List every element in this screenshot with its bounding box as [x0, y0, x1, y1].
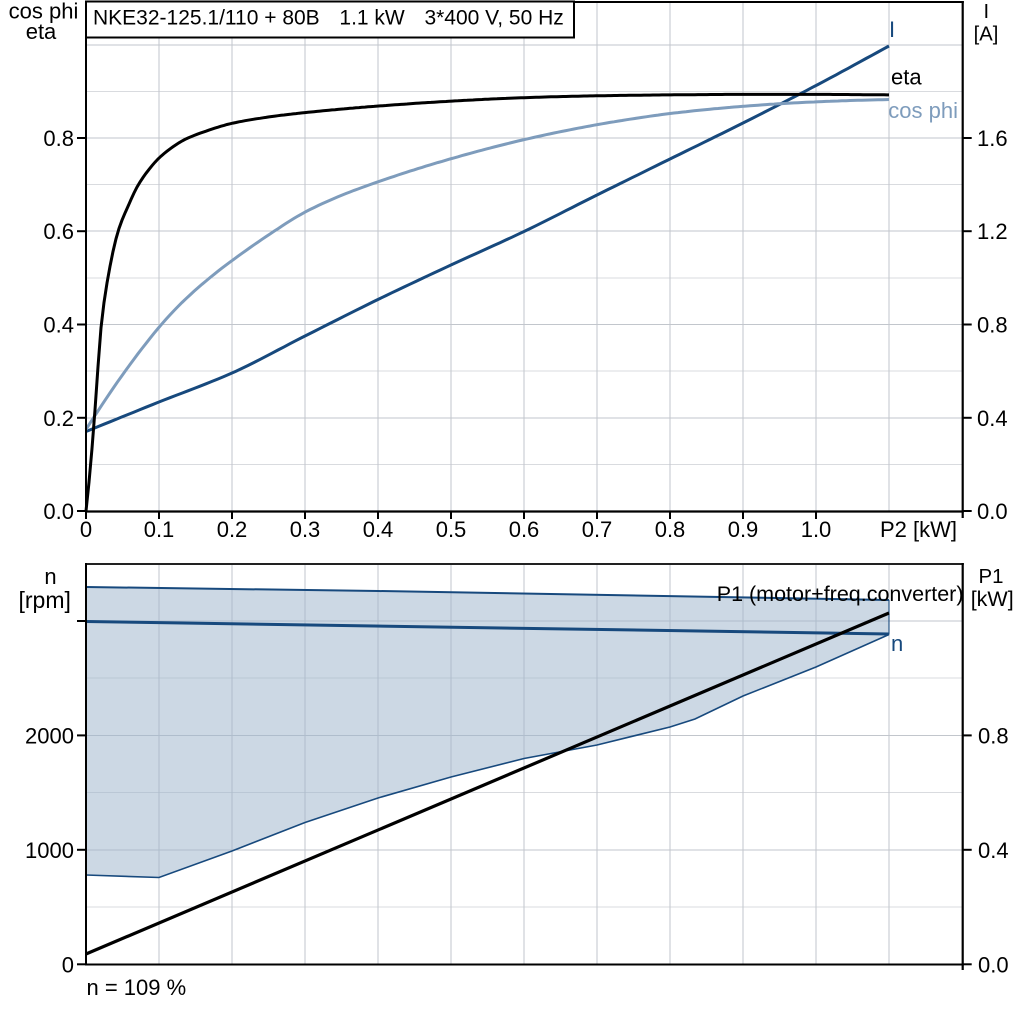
svg-text:0.4: 0.4	[363, 517, 394, 542]
svg-text:0: 0	[80, 517, 92, 542]
svg-text:0: 0	[62, 952, 74, 977]
svg-text:0.3: 0.3	[290, 517, 321, 542]
svg-text:0.2: 0.2	[43, 406, 74, 431]
svg-text:n: n	[891, 631, 903, 656]
svg-text:I: I	[983, 1, 989, 23]
svg-text:2000: 2000	[25, 723, 74, 748]
svg-text:0.0: 0.0	[977, 499, 1008, 524]
svg-text:0.7: 0.7	[582, 517, 613, 542]
svg-text:0.6: 0.6	[509, 517, 540, 542]
svg-text:0.4: 0.4	[43, 313, 74, 338]
svg-text:0.1: 0.1	[144, 517, 175, 542]
svg-text:n: n	[44, 564, 56, 589]
svg-text:cos phi: cos phi	[888, 98, 958, 123]
svg-text:0.5: 0.5	[436, 517, 467, 542]
svg-text:0.9: 0.9	[728, 517, 759, 542]
svg-text:eta: eta	[891, 65, 922, 90]
svg-text:0.8: 0.8	[978, 723, 1009, 748]
svg-text:P1: P1	[979, 566, 1004, 588]
svg-text:cos phi: cos phi	[9, 0, 79, 24]
svg-text:P2 [kW]: P2 [kW]	[880, 517, 957, 542]
svg-text:1.0: 1.0	[801, 517, 832, 542]
svg-text:0.4: 0.4	[977, 406, 1008, 431]
svg-text:0.8: 0.8	[655, 517, 686, 542]
svg-text:P1 (motor+freq.converter): P1 (motor+freq.converter)	[717, 582, 964, 606]
svg-text:0.8: 0.8	[977, 313, 1008, 338]
svg-text:[kW]: [kW]	[971, 587, 1014, 611]
svg-text:0.6: 0.6	[43, 219, 74, 244]
svg-text:1.2: 1.2	[977, 219, 1008, 244]
svg-text:eta: eta	[26, 19, 57, 44]
svg-text:0.4: 0.4	[978, 838, 1009, 863]
svg-text:1000: 1000	[25, 838, 74, 863]
svg-text:n = 109 %: n = 109 %	[87, 975, 187, 1000]
svg-text:0.0: 0.0	[43, 499, 74, 524]
svg-text:I: I	[889, 17, 895, 42]
svg-text:0.8: 0.8	[43, 126, 74, 151]
svg-text:[A]: [A]	[974, 23, 999, 45]
svg-text:[rpm]: [rpm]	[19, 587, 71, 613]
svg-text:0.2: 0.2	[217, 517, 248, 542]
svg-text:1.6: 1.6	[977, 126, 1008, 151]
svg-text:0.0: 0.0	[978, 952, 1009, 977]
